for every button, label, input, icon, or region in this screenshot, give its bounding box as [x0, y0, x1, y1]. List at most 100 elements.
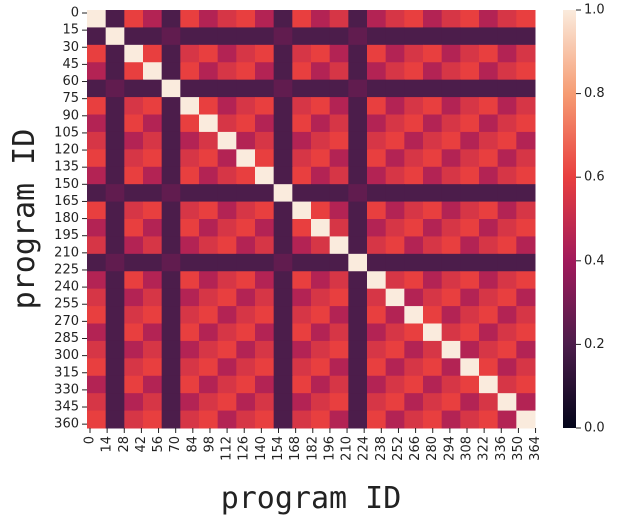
heat-cell [124, 219, 144, 237]
heat-cell [385, 271, 405, 290]
heat-cell [329, 166, 349, 185]
colorbar [563, 10, 576, 428]
heat-cell [348, 393, 368, 412]
heat-cell [404, 114, 424, 133]
heat-cell [236, 219, 256, 237]
heat-cell [217, 97, 237, 115]
heat-cell [460, 97, 480, 115]
x-tick-label: 70 [168, 436, 183, 453]
heat-cell [497, 340, 517, 359]
heat-cell [273, 219, 293, 237]
heat-cell [273, 184, 293, 203]
heat-cell [273, 27, 293, 46]
heat-cell [497, 253, 517, 272]
heat-cell [385, 97, 405, 115]
heat-cell [217, 79, 237, 98]
heat-cell [441, 288, 461, 307]
heat-cell [87, 97, 107, 115]
heat-cell [329, 393, 349, 412]
heat-cell [385, 44, 405, 63]
heat-cell [199, 306, 219, 324]
heat-cell [404, 131, 424, 150]
heat-cell [255, 166, 275, 185]
heat-cell [105, 131, 125, 150]
heat-cell [236, 10, 256, 28]
heat-cell [105, 288, 125, 307]
heat-cell [217, 340, 237, 359]
heat-cell [367, 114, 387, 133]
heat-cell [311, 166, 331, 185]
heat-cell [385, 393, 405, 412]
heat-cell [329, 323, 349, 342]
heat-cell [292, 62, 312, 81]
heat-cell [161, 27, 181, 46]
heat-cell [404, 288, 424, 307]
heat-cell [143, 340, 163, 359]
heat-cell [516, 323, 536, 342]
heat-cell [143, 219, 163, 237]
heat-cell [311, 340, 331, 359]
colorbar-tick-label: 0.6 [584, 170, 605, 185]
heat-cell [367, 219, 387, 237]
heat-cell [348, 340, 368, 359]
heat-cell [255, 62, 275, 81]
heat-cell [180, 184, 200, 203]
heat-cell [180, 114, 200, 133]
heat-cell [516, 219, 536, 237]
heat-cell [124, 236, 144, 255]
heat-cell [516, 375, 536, 394]
heat-cell [423, 149, 443, 168]
heat-cell [105, 10, 125, 28]
heat-cell [236, 44, 256, 63]
heat-cell [236, 166, 256, 185]
heat-cell [87, 79, 107, 98]
heat-cell [460, 184, 480, 203]
heat-cell [199, 393, 219, 412]
heat-cell [180, 375, 200, 394]
heat-cell [180, 166, 200, 185]
heat-cell [236, 306, 256, 324]
heat-cell [217, 393, 237, 412]
heat-cell [460, 44, 480, 63]
heat-cell [105, 236, 125, 255]
heat-cell [516, 253, 536, 272]
heat-cell [273, 236, 293, 255]
heat-cell [273, 410, 293, 429]
heat-cell [273, 62, 293, 81]
heat-cell [460, 149, 480, 168]
heat-cell [460, 306, 480, 324]
heat-cell [161, 219, 181, 237]
heat-cell [348, 219, 368, 237]
heat-cell [143, 184, 163, 203]
heat-cell [423, 97, 443, 115]
heat-cell [124, 166, 144, 185]
heat-cell [460, 358, 480, 377]
heat-cell [441, 306, 461, 324]
heat-cell [497, 149, 517, 168]
heat-cell [348, 131, 368, 150]
heat-cell [460, 340, 480, 359]
heat-cell [479, 184, 499, 203]
heat-cell [367, 166, 387, 185]
heat-cell [329, 236, 349, 255]
heat-cell [105, 44, 125, 63]
heat-cell [124, 114, 144, 133]
y-tick-label: 225 [54, 262, 79, 277]
heat-cell [199, 375, 219, 394]
heat-cell [516, 201, 536, 220]
heat-cell [329, 288, 349, 307]
heat-cell [180, 358, 200, 377]
heat-cell [292, 44, 312, 63]
heat-cell [329, 253, 349, 272]
heat-cell [460, 79, 480, 98]
heat-cell [497, 323, 517, 342]
heat-cell [404, 62, 424, 81]
heat-cell [460, 219, 480, 237]
heat-cell [199, 340, 219, 359]
heat-cell [311, 184, 331, 203]
heat-cell [329, 375, 349, 394]
heat-cell [236, 114, 256, 133]
heat-cell [311, 271, 331, 290]
heat-cell [87, 323, 107, 342]
heat-cell [497, 288, 517, 307]
